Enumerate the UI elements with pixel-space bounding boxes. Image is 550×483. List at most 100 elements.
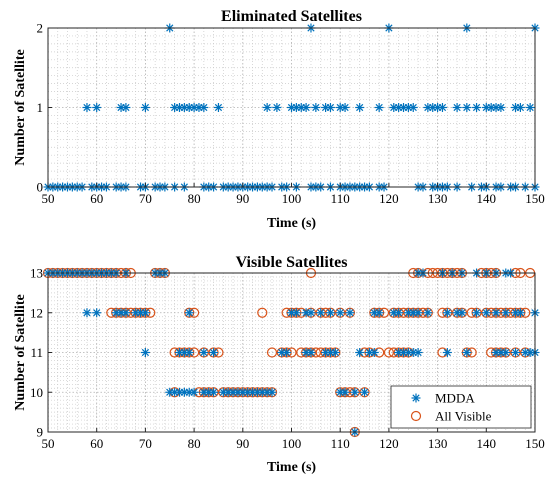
eliminated-point [437, 103, 447, 112]
x-tick-label: 60 [90, 191, 103, 206]
mdda-point [472, 308, 482, 318]
mdda-point [82, 308, 92, 318]
x-tick-label: 110 [331, 191, 350, 206]
mdda-point [369, 348, 379, 357]
eliminated-point [311, 103, 321, 112]
axes-frame [47, 27, 536, 188]
visible-satellites-chart: 50 60 70 80 90 100 110 120 130 140 150 9 10 11 12 13 Vi… [13, 254, 545, 475]
eliminated-point [272, 103, 282, 112]
mdda-point [282, 348, 292, 357]
eliminated-point [82, 103, 92, 112]
all-visible-point [266, 347, 278, 358]
mdda-point [360, 387, 370, 397]
mdda-point [442, 348, 452, 357]
mdda-point [413, 308, 423, 318]
legend-marker-all-visible [410, 410, 422, 422]
eliminated-point [340, 103, 350, 112]
x-tick-label: 80 [188, 191, 201, 206]
mdda-point [423, 308, 433, 318]
eliminated-point [355, 103, 365, 112]
mdda-point [140, 348, 150, 357]
x-tick-label: 60 [90, 436, 103, 451]
mdda-point [501, 348, 511, 357]
x-tick-label: 120 [379, 191, 399, 206]
tick-labels: 50 60 70 80 90 100 110 120 130 140 150 9 10 11 12 13 [30, 266, 545, 452]
eliminated-point [472, 103, 482, 112]
x-tick-label: 70 [139, 436, 152, 451]
eliminated-point [262, 103, 272, 112]
x-tick-label: 150 [525, 191, 545, 206]
all-visible-point [257, 307, 268, 318]
x-tick-label: 100 [282, 191, 302, 206]
mdda-point [374, 308, 384, 318]
axes-frame [47, 272, 536, 433]
y-tick-label: 9 [37, 425, 44, 440]
all-visible-point [383, 347, 394, 358]
chart-title: Visible Satellites [236, 254, 348, 271]
mdda-point [267, 387, 277, 397]
mdda-point [165, 387, 175, 397]
mdda-point [515, 308, 525, 318]
x-tick-label: 130 [428, 191, 448, 206]
x-tick-label: 100 [282, 436, 302, 451]
y-tick-label: 10 [30, 385, 43, 400]
mdda-point [335, 308, 345, 318]
x-tick-label: 90 [236, 191, 249, 206]
x-tick-label: 80 [188, 436, 201, 451]
mdda-point [394, 308, 404, 318]
x-tick-label: 50 [42, 436, 55, 451]
mdda-point [209, 387, 219, 397]
eliminated-point [374, 103, 384, 112]
x-tick-label: 70 [139, 191, 152, 206]
eliminated-point [121, 103, 131, 112]
mdda-point [350, 387, 360, 397]
mdda-point [340, 387, 350, 397]
eliminated-point [92, 103, 102, 112]
mdda-point [189, 387, 199, 397]
x-tick-label: 120 [379, 436, 399, 451]
mdda-point [511, 348, 521, 357]
mdda-point [184, 308, 194, 318]
legend: MDDA All Visible [390, 385, 532, 429]
x-tick-label: 90 [236, 436, 249, 451]
tick-labels: 50 60 70 80 90 100 110 120 130 140 150 0 1 2 [37, 21, 545, 207]
mdda-point [491, 308, 501, 318]
x-tick-label: 140 [477, 436, 497, 451]
mdda-point [442, 308, 452, 318]
eliminated-point [213, 103, 223, 112]
mdda-point [306, 348, 316, 357]
y-tick-label: 1 [37, 100, 44, 115]
legend-box [390, 385, 532, 429]
y-tick-label: 2 [37, 21, 44, 36]
eliminated-point [525, 103, 535, 112]
mdda-point [481, 308, 491, 318]
mdda-point [413, 348, 423, 357]
mdda-point [184, 348, 194, 357]
mdda-point [330, 348, 340, 357]
data-markers [42, 267, 540, 438]
legend-marker-mdda [411, 393, 421, 403]
mdda-point [355, 348, 365, 357]
mdda-point [462, 348, 472, 357]
mdda-point [501, 308, 511, 318]
x-axis-label: Time (s) [267, 460, 316, 475]
eliminated-point [199, 103, 209, 112]
mdda-point [345, 308, 355, 318]
eliminated-point [515, 103, 525, 112]
legend-label-all-visible: All Visible [435, 409, 492, 424]
mdda-point [306, 308, 316, 318]
x-tick-label: 140 [477, 191, 497, 206]
x-tick-label: 50 [42, 191, 55, 206]
x-axis-label: Time (s) [267, 216, 316, 231]
eliminated-point [325, 103, 335, 112]
y-tick-label: 11 [30, 345, 43, 360]
x-tick-label: 110 [331, 436, 350, 451]
chart-title: Eliminated Satellites [221, 8, 362, 25]
mdda-point [209, 348, 219, 357]
mdda-point [140, 308, 150, 318]
mdda-point [291, 308, 301, 318]
x-tick-label: 130 [428, 436, 448, 451]
mdda-point [325, 308, 335, 318]
y-tick-label: 13 [30, 266, 43, 281]
